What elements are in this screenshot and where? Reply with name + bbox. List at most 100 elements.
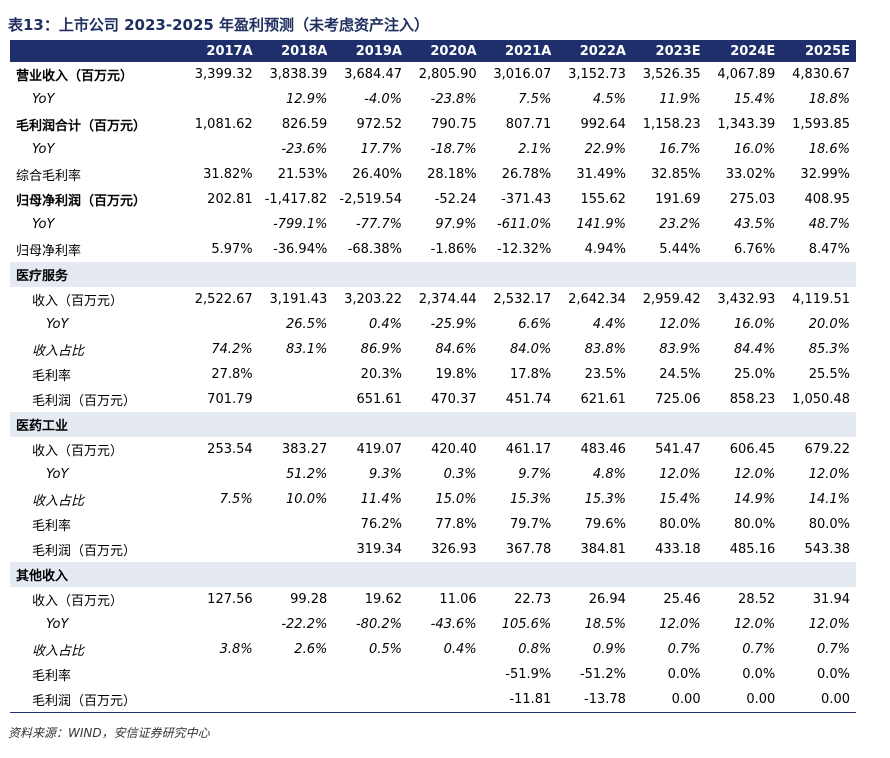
value-cell: 483.46: [580, 442, 626, 457]
row-label: YoY: [46, 617, 69, 632]
value-cell: 31.82%: [203, 167, 253, 182]
value-cell: 7.5%: [219, 492, 253, 507]
row-label: 综合毛利率: [16, 169, 82, 184]
value-cell: 3,191.43: [269, 292, 328, 307]
value-cell: 9.7%: [518, 467, 552, 482]
value-cell: 23.5%: [584, 367, 626, 382]
value-cell: 14.1%: [808, 492, 850, 507]
row-label: YoY: [46, 317, 69, 332]
value-cell: 22.9%: [584, 142, 626, 157]
value-cell: -23.8%: [430, 92, 477, 107]
value-cell: [184, 137, 259, 162]
value-cell: 2,532.17: [493, 292, 552, 307]
value-cell: 16.0%: [733, 317, 776, 332]
value-cell: 15.4%: [733, 92, 776, 107]
value-cell: 33.02%: [725, 167, 776, 182]
header-cell: 2021A: [482, 40, 558, 62]
value-cell: 85.3%: [808, 342, 850, 357]
value-cell: [259, 362, 334, 387]
value-cell: 97.9%: [435, 217, 477, 232]
table-row: 收入（百万元） 127.56 99.28 19.62 11.06 22.73 26.94 25…: [10, 587, 856, 612]
value-cell: 76.2%: [360, 517, 402, 532]
value-cell: -1,417.82: [264, 192, 328, 207]
value-cell: 20.3%: [360, 367, 402, 382]
header-cell: 2018A: [258, 40, 334, 62]
table-row: YoY 51.2% 9.3% 0.3% 9.7% 4.8% 12.0% 12.0% 12.0%: [10, 462, 856, 487]
value-cell: -13.78: [557, 687, 632, 713]
value-cell: 86.9%: [360, 342, 402, 357]
value-cell: [184, 662, 259, 687]
value-cell: 9.3%: [368, 467, 402, 482]
value-cell: 28.52: [738, 592, 776, 607]
table-row: 归母净利率 5.97% -36.94% -68.38% -1.86% -12.32% 4.9…: [10, 237, 856, 262]
value-cell: [259, 512, 334, 537]
value-cell: 384.81: [580, 542, 626, 557]
value-cell: 12.9%: [286, 92, 328, 107]
value-cell: [184, 687, 259, 713]
row-label: YoY: [32, 92, 55, 107]
table-row: 收入（百万元） 2,522.67 3,191.43 3,203.22 2,374.44 2…: [10, 287, 856, 312]
value-cell: 606.45: [729, 442, 776, 457]
value-cell: 14.9%: [733, 492, 776, 507]
value-cell: 18.8%: [808, 92, 850, 107]
table-row: 毛利润（百万元） 319.34 326.93 367.78 384.81 433.18 48…: [10, 537, 856, 562]
header-cell: [10, 40, 185, 62]
value-cell: 4.94%: [584, 242, 626, 257]
value-cell: [184, 462, 259, 487]
value-cell: 0.4%: [368, 317, 402, 332]
value-cell: 3,203.22: [344, 292, 402, 307]
value-cell: 83.8%: [584, 342, 626, 357]
value-cell: 77.8%: [435, 517, 477, 532]
value-cell: 0.9%: [592, 642, 626, 657]
table-row: 毛利率 76.2% 77.8% 79.7% 79.6% 80.0% 80.0% 80.0%: [10, 512, 856, 537]
value-cell: 202.81: [207, 192, 253, 207]
value-cell: 0.0%: [742, 667, 776, 682]
value-cell: 12.0%: [659, 617, 701, 632]
value-cell: 17.7%: [360, 142, 402, 157]
header-cell: 2024E: [706, 40, 782, 62]
table-row: 毛利润（百万元） 701.79 651.61 470.37 451.74 621.61 72…: [10, 387, 856, 412]
value-cell: 408.95: [804, 192, 851, 207]
value-cell: [184, 612, 259, 637]
value-cell: -4.0%: [364, 92, 402, 107]
profit-forecast-table: 2017A 2018A 2019A 2020A 2021A 2022A 2023…: [10, 40, 856, 713]
value-cell: 25.5%: [808, 367, 850, 382]
value-cell: 99.28: [290, 592, 328, 607]
table-row: 收入占比 3.8% 2.6% 0.5% 0.4% 0.8% 0.9% 0.7% 0.7% 0.7%: [10, 637, 856, 662]
value-cell: -2,519.54: [339, 192, 402, 207]
value-cell: -51.2%: [579, 667, 626, 682]
value-cell: 3,399.32: [194, 67, 253, 82]
value-cell: 2,374.44: [418, 292, 477, 307]
source-note: 资料来源：WIND，安信证券研究中心: [8, 726, 210, 740]
value-cell: 21.53%: [277, 167, 328, 182]
value-cell: 253.54: [207, 442, 253, 457]
value-cell: 2,522.67: [194, 292, 253, 307]
value-cell: 0.0%: [816, 667, 850, 682]
value-cell: 0.7%: [667, 642, 701, 657]
value-cell: -611.0%: [497, 217, 552, 232]
header-cell: 2019A: [333, 40, 408, 62]
section-label: 医药工业: [10, 412, 856, 437]
table-row: 毛利润（百万元） -11.81 -13.78 0.00 0.00 0.00: [10, 687, 856, 713]
value-cell: 11.9%: [659, 92, 701, 107]
row-label: 毛利率: [32, 519, 72, 534]
value-cell: 11.06: [439, 592, 477, 607]
value-cell: -77.7%: [355, 217, 402, 232]
value-cell: 15.3%: [509, 492, 552, 507]
value-cell: 26.78%: [501, 167, 552, 182]
value-cell: 3.8%: [219, 642, 253, 657]
value-cell: 80.0%: [733, 517, 776, 532]
value-cell: 4,119.51: [792, 292, 850, 307]
value-cell: 0.3%: [443, 467, 477, 482]
value-cell: 43.5%: [733, 217, 776, 232]
value-cell: [184, 212, 259, 237]
table-body: 营业收入（百万元） 3,399.32 3,838.39 3,684.47 2,805.9…: [10, 62, 856, 713]
value-cell: 5.44%: [659, 242, 701, 257]
value-cell: 25.0%: [733, 367, 776, 382]
row-label: 收入（百万元）: [32, 444, 124, 459]
value-cell: 19.62: [364, 592, 402, 607]
value-cell: 972.52: [356, 117, 402, 132]
value-cell: 4.5%: [592, 92, 626, 107]
value-cell: 541.47: [655, 442, 701, 457]
value-cell: 4.4%: [592, 317, 626, 332]
